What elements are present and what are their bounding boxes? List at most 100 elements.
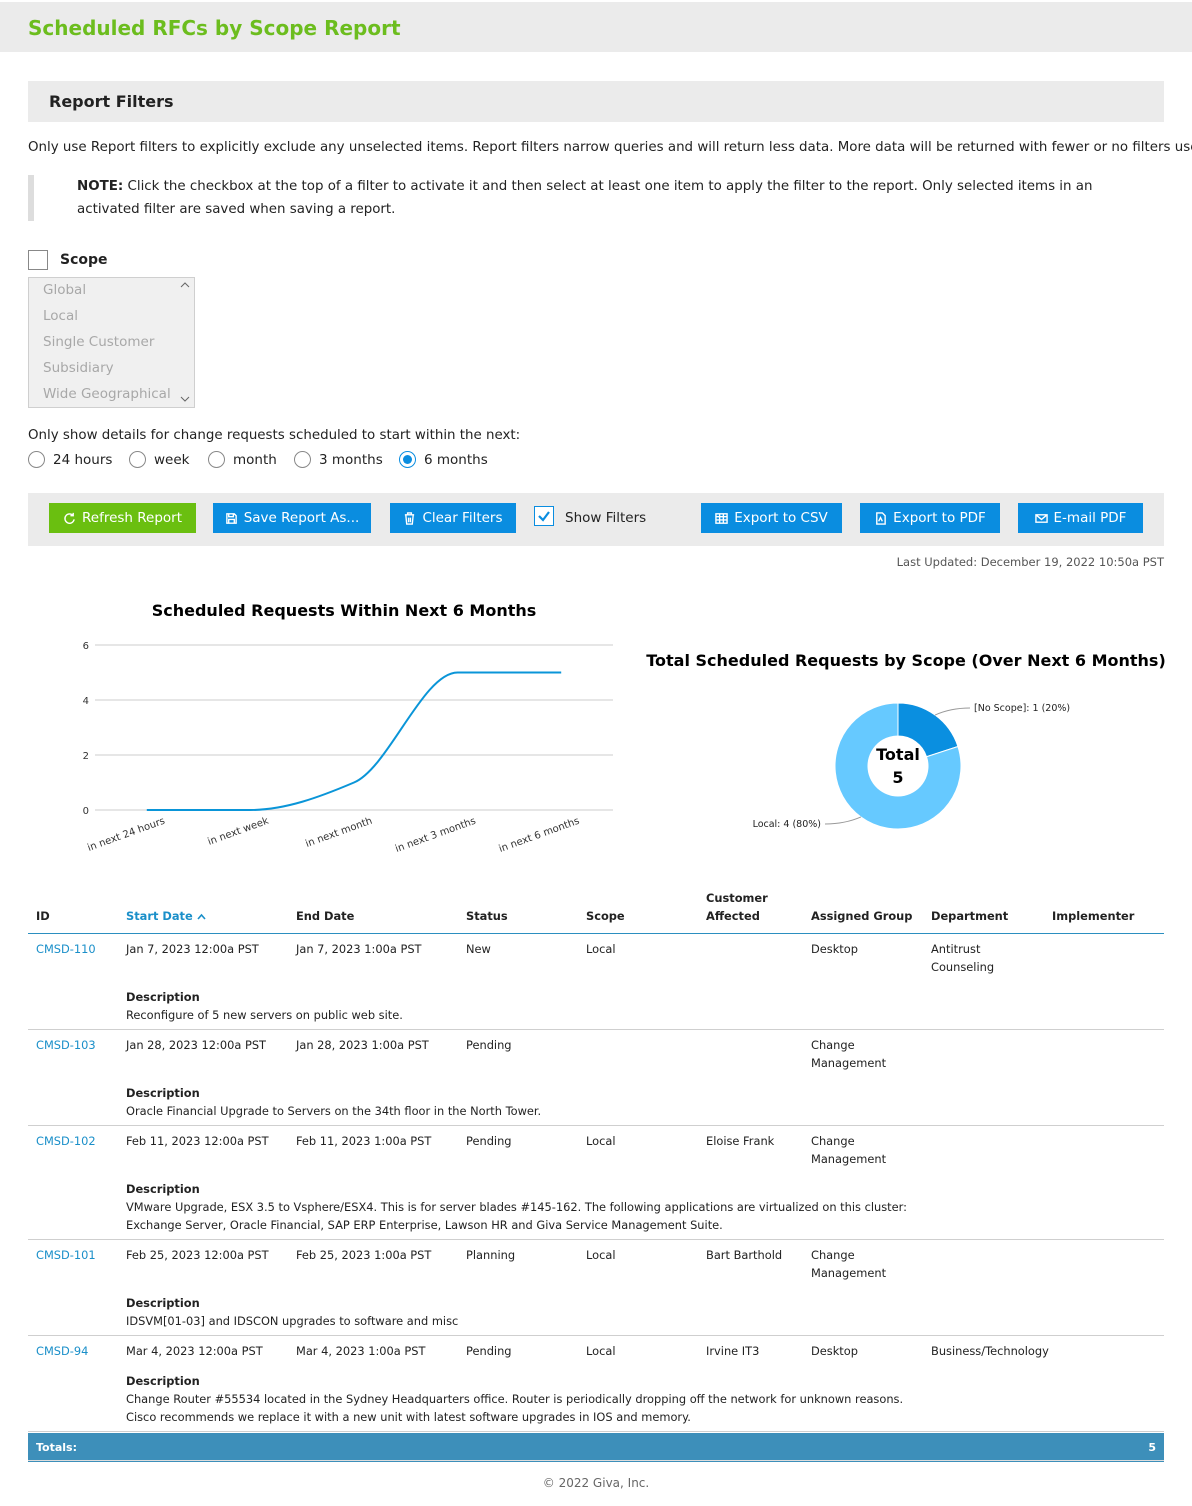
center-total: 5 — [892, 768, 903, 787]
icon — [64, 512, 75, 524]
note-label: NOTE: — [77, 179, 124, 194]
schedule-radio[interactable]: week — [129, 451, 189, 468]
column-header[interactable]: ID — [36, 909, 50, 923]
y-tick-label: 2 — [83, 751, 89, 762]
scope-option[interactable]: Single Customer — [43, 334, 155, 350]
y-tick-label: 4 — [83, 696, 89, 707]
cell-text: New — [466, 942, 491, 956]
radio-button[interactable] — [294, 451, 311, 468]
button-label: Clear Filters — [422, 510, 503, 526]
icon — [876, 511, 887, 525]
request-link[interactable]: CMSD-110 — [36, 942, 96, 956]
description-label: Description — [126, 1374, 200, 1388]
description-label: Description — [126, 1086, 200, 1100]
scope-list[interactable]: Global Local Single Customer Subsidiary Wide… — [28, 277, 195, 408]
cell-text: Change Management — [811, 1038, 887, 1070]
table-row: CMSD-110 Jan 7, 2023 12:00a PST Jan 7, 202… — [28, 934, 1164, 1030]
schedule-radio[interactable]: 6 months — [399, 451, 488, 468]
cell — [931, 1246, 1052, 1282]
scrollbar — [180, 282, 190, 402]
column-header[interactable]: Status — [466, 909, 508, 923]
export-button[interactable]: Export to PDF — [860, 503, 1000, 533]
cell: Business/Technology — [931, 1342, 1052, 1360]
cell-text: Pending — [466, 1344, 512, 1358]
center-label: Total — [876, 745, 920, 764]
request-link[interactable]: CMSD-103 — [36, 1038, 96, 1052]
scope-option[interactable]: Subsidiary — [43, 360, 114, 376]
cell: Change Management — [811, 1132, 931, 1168]
radio-button[interactable] — [28, 451, 45, 468]
radio-button[interactable] — [208, 451, 225, 468]
cell: CMSD-101 — [36, 1246, 126, 1282]
column-header[interactable]: Customer Affected — [706, 891, 768, 923]
scope-option[interactable]: Local — [43, 308, 78, 324]
cell-text: Eloise Frank — [706, 1134, 775, 1148]
column-header[interactable]: Department — [931, 909, 1009, 923]
radio-label: 6 months — [424, 451, 488, 468]
column-header[interactable]: Assigned Group — [811, 909, 913, 923]
radio-label: 24 hours — [53, 451, 113, 468]
cell-text: Local — [586, 1134, 616, 1148]
description: Description IDSVM[01-03] and IDSCON upgra… — [126, 1294, 931, 1330]
request-link[interactable]: CMSD-102 — [36, 1134, 96, 1148]
chart-title: Total Scheduled Requests by Scope (Over … — [646, 651, 1166, 670]
column-header[interactable]: Scope — [586, 909, 625, 923]
column-header[interactable]: Start Date — [126, 907, 296, 933]
schedule-label: Only show details for change requests sc… — [28, 428, 521, 443]
totals-row: Totals: 5 — [28, 1433, 1164, 1462]
cell: Change Management — [811, 1246, 931, 1282]
header: Scheduled RFCs by Scope Report — [0, 2, 1192, 52]
export-button[interactable]: E-mail PDF — [1018, 503, 1143, 533]
radio-button[interactable] — [399, 451, 416, 468]
scope-option[interactable]: Global — [43, 282, 87, 298]
cell-text: Pending — [466, 1038, 512, 1052]
show-filters-label: Show Filters — [565, 510, 647, 526]
cell-text: Jan 7, 2023 1:00a PST — [296, 942, 422, 956]
description-text: Change Router #55534 located in the Sydn… — [126, 1392, 904, 1424]
schedule-radio[interactable]: month — [208, 451, 277, 468]
button[interactable]: Save Report As... — [213, 503, 371, 533]
cell — [706, 940, 811, 976]
schedule-radio[interactable]: 3 months — [294, 451, 383, 468]
divider — [28, 1460, 1164, 1461]
row-fields: CMSD-103 Jan 28, 2023 12:00a PST Jan 28, 2… — [28, 1036, 1164, 1072]
x-tick-label: in next month — [304, 816, 374, 850]
radio-button[interactable] — [129, 451, 146, 468]
cell — [586, 1036, 706, 1072]
export-button[interactable]: Export to CSV — [701, 503, 842, 533]
cell: Change Management — [811, 1036, 931, 1072]
schedule-radio[interactable]: 24 hours — [28, 451, 112, 468]
note: NOTE: Click the checkbox at the top of a… — [28, 175, 1134, 221]
cell-text: Jan 28, 2023 1:00a PST — [296, 1038, 429, 1052]
scope-checkbox[interactable] — [28, 250, 48, 270]
description: Description Reconfigure of 5 new servers … — [126, 988, 931, 1024]
cell-text: Change Management — [811, 1248, 887, 1280]
request-link[interactable]: CMSD-101 — [36, 1248, 96, 1262]
show-filters-checkbox[interactable] — [534, 506, 554, 526]
column-header[interactable]: End Date — [296, 909, 355, 923]
cell: Jan 28, 2023 1:00a PST — [296, 1036, 466, 1072]
cell-text: Local — [586, 1344, 616, 1358]
totals-value: 5 — [1148, 1441, 1156, 1454]
leader-line — [824, 816, 862, 825]
button[interactable]: Clear Filters — [390, 503, 516, 533]
table-row: CMSD-103 Jan 28, 2023 12:00a PST Jan 28, 2… — [28, 1030, 1164, 1126]
button-label: Export to CSV — [734, 510, 828, 526]
cell: Pending — [466, 1342, 586, 1360]
description-text: Oracle Financial Upgrade to Servers on t… — [126, 1104, 542, 1118]
cell: CMSD-102 — [36, 1132, 126, 1168]
scope-option[interactable]: Wide Geographical — [43, 386, 171, 402]
table-body: CMSD-110 Jan 7, 2023 12:00a PST Jan 7, 202… — [28, 934, 1164, 1432]
row-fields: CMSD-102 Feb 11, 2023 12:00a PST Feb 11, 2… — [28, 1132, 1164, 1168]
totals-label: Totals: — [36, 1441, 77, 1454]
description-text: VMware Upgrade, ESX 3.5 to Vsphere/ESX4.… — [126, 1200, 907, 1232]
page-title: Scheduled RFCs by Scope Report — [28, 16, 401, 40]
cell: Pending — [466, 1036, 586, 1072]
filters-header: Report Filters — [28, 81, 1164, 122]
cell-text: Business/Technology — [931, 1344, 1049, 1358]
request-link[interactable]: CMSD-94 — [36, 1344, 89, 1358]
check-mark — [538, 511, 550, 522]
button[interactable]: Refresh Report — [49, 503, 196, 533]
column-header[interactable]: Implementer — [1052, 909, 1135, 923]
